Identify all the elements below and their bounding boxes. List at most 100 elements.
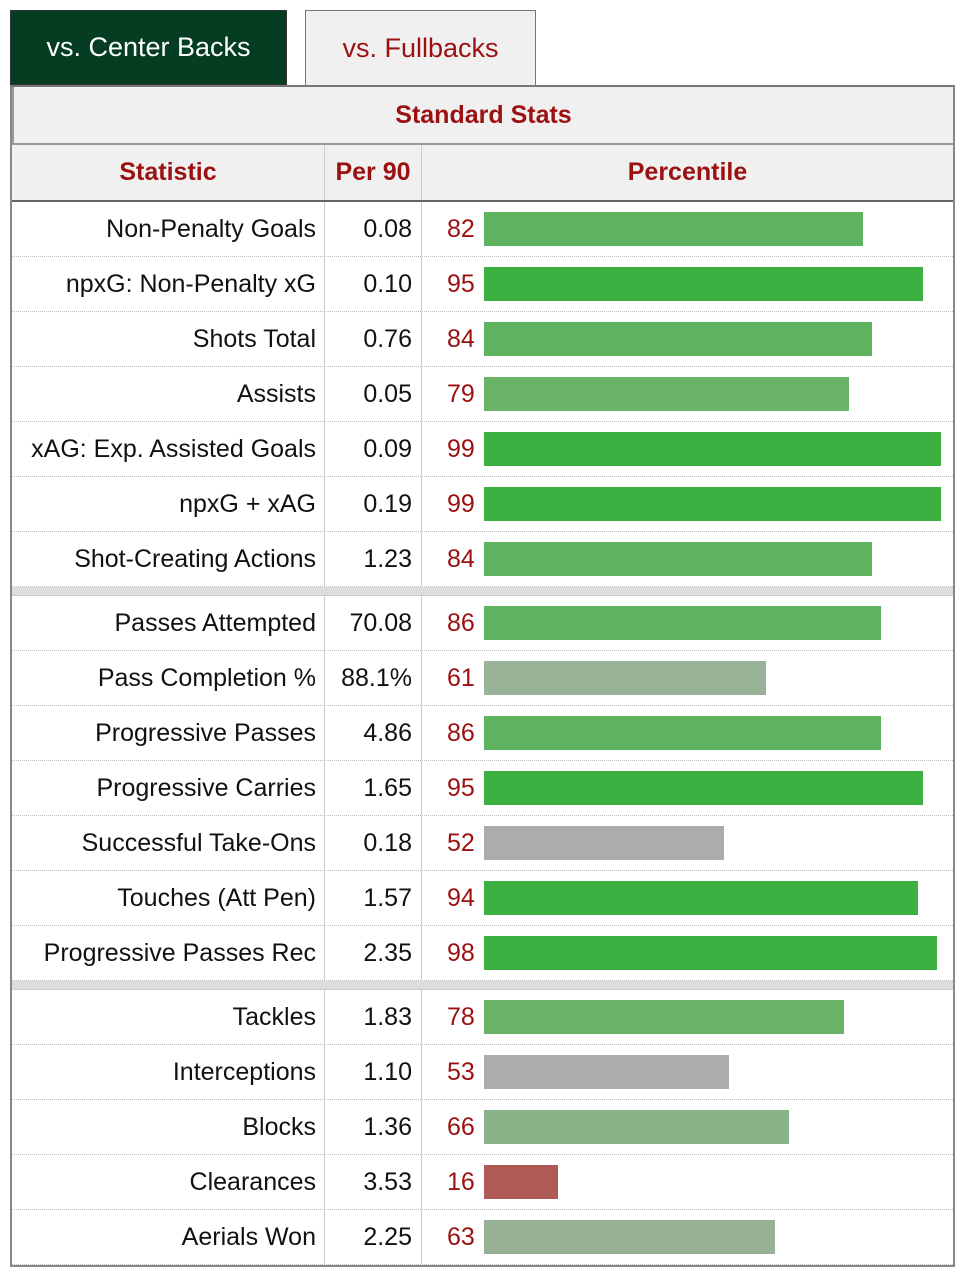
percentile-cell: 84 xyxy=(422,312,953,366)
percentile-bar xyxy=(484,542,873,576)
percentile-bar xyxy=(484,1000,845,1034)
stat-name: Tackles xyxy=(12,990,325,1044)
table-row: Aerials Won 2.25 63 xyxy=(12,1210,953,1265)
table-row: npxG: Non-Penalty xG 0.10 95 xyxy=(12,257,953,312)
stat-name: Successful Take-Ons xyxy=(12,816,325,870)
header-per90: Per 90 xyxy=(325,145,422,200)
percentile-bar xyxy=(484,771,923,805)
tab-center-backs[interactable]: vs. Center Backs xyxy=(10,10,287,85)
per90-value: 2.35 xyxy=(325,926,422,980)
per90-value: 1.83 xyxy=(325,990,422,1044)
per90-value: 70.08 xyxy=(325,596,422,650)
table-row: Blocks 1.36 66 xyxy=(12,1100,953,1155)
percentile-value: 86 xyxy=(447,608,475,637)
percentile-cell: 86 xyxy=(422,596,953,650)
percentile-value: 95 xyxy=(447,773,475,802)
table-row: Clearances 3.53 16 xyxy=(12,1155,953,1210)
group-separator xyxy=(12,981,953,990)
percentile-bar xyxy=(484,487,942,521)
per90-value: 0.09 xyxy=(325,422,422,476)
percentile-bar xyxy=(484,377,849,411)
stat-name: Non-Penalty Goals xyxy=(12,202,325,256)
table-row: Interceptions 1.10 53 xyxy=(12,1045,953,1100)
percentile-value: 53 xyxy=(447,1057,475,1086)
percentile-bar xyxy=(484,1165,558,1199)
percentile-value: 52 xyxy=(447,828,475,857)
percentile-cell: 95 xyxy=(422,257,953,311)
table-row: Passes Attempted 70.08 86 xyxy=(12,596,953,651)
percentile-cell: 53 xyxy=(422,1045,953,1099)
header-percentile: Percentile xyxy=(627,158,748,186)
percentile-value: 78 xyxy=(447,1002,475,1031)
per90-value: 1.23 xyxy=(325,532,422,586)
percentile-value: 86 xyxy=(447,718,475,747)
header-statistic: Statistic xyxy=(12,145,325,200)
per90-value: 88.1% xyxy=(325,651,422,705)
percentile-bar xyxy=(484,881,919,915)
percentile-value: 95 xyxy=(447,269,475,298)
percentile-bar xyxy=(484,267,923,301)
percentile-bar xyxy=(484,826,725,860)
stat-name: Touches (Att Pen) xyxy=(12,871,325,925)
tab-fullbacks[interactable]: vs. Fullbacks xyxy=(305,10,536,85)
table-header: Statistic Per 90 Percentile xyxy=(12,145,953,202)
table-row: Touches (Att Pen) 1.57 94 xyxy=(12,871,953,926)
stat-name: Passes Attempted xyxy=(12,596,325,650)
table-row: Progressive Passes Rec 2.35 98 xyxy=(12,926,953,981)
table-row: Shots Total 0.76 84 xyxy=(12,312,953,367)
stat-name: Progressive Carries xyxy=(12,761,325,815)
percentile-cell: 99 xyxy=(422,477,953,531)
percentile-bar xyxy=(484,606,882,640)
stat-name: Progressive Passes xyxy=(12,706,325,760)
percentile-bar xyxy=(484,1220,776,1254)
per90-value: 0.18 xyxy=(325,816,422,870)
percentile-cell: 79 xyxy=(422,367,953,421)
percentile-cell: 52 xyxy=(422,816,953,870)
per90-value: 1.65 xyxy=(325,761,422,815)
percentile-bar xyxy=(484,1110,789,1144)
per90-value: 1.57 xyxy=(325,871,422,925)
percentile-bar xyxy=(484,716,882,750)
percentile-bar xyxy=(484,212,863,246)
stat-name: Progressive Passes Rec xyxy=(12,926,325,980)
table-title: Standard Stats xyxy=(12,87,953,145)
stat-name: Pass Completion % xyxy=(12,651,325,705)
percentile-bar xyxy=(484,432,942,466)
percentile-cell: 63 xyxy=(422,1210,953,1264)
per90-value: 4.86 xyxy=(325,706,422,760)
per90-value: 0.19 xyxy=(325,477,422,531)
percentile-cell: 95 xyxy=(422,761,953,815)
stat-name: Aerials Won xyxy=(12,1210,325,1264)
per90-value: 0.10 xyxy=(325,257,422,311)
percentile-value: 84 xyxy=(447,324,475,353)
percentile-value: 16 xyxy=(447,1167,475,1196)
per90-value: 0.76 xyxy=(325,312,422,366)
group-separator xyxy=(12,587,953,596)
per90-value: 2.25 xyxy=(325,1210,422,1264)
table-row: Pass Completion % 88.1% 61 xyxy=(12,651,953,706)
percentile-value: 94 xyxy=(447,883,475,912)
percentile-bar xyxy=(484,322,873,356)
table-row: Shot-Creating Actions 1.23 84 xyxy=(12,532,953,587)
percentile-value: 99 xyxy=(447,489,475,518)
percentile-cell: 78 xyxy=(422,990,953,1044)
per90-value: 0.08 xyxy=(325,202,422,256)
percentile-cell: 66 xyxy=(422,1100,953,1154)
percentile-cell: 94 xyxy=(422,871,953,925)
table-row: npxG + xAG 0.19 99 xyxy=(12,477,953,532)
stat-name: Clearances xyxy=(12,1155,325,1209)
percentile-value: 79 xyxy=(447,379,475,408)
percentile-value: 98 xyxy=(447,938,475,967)
percentile-cell: 82 xyxy=(422,202,953,256)
percentile-value: 99 xyxy=(447,434,475,463)
stat-name: Assists xyxy=(12,367,325,421)
stat-name: Interceptions xyxy=(12,1045,325,1099)
percentile-value: 63 xyxy=(447,1222,475,1251)
per90-value: 1.10 xyxy=(325,1045,422,1099)
table-row: Tackles 1.83 78 xyxy=(12,990,953,1045)
percentile-cell: 99 xyxy=(422,422,953,476)
percentile-cell: 61 xyxy=(422,651,953,705)
table-row: xAG: Exp. Assisted Goals 0.09 99 xyxy=(12,422,953,477)
stat-name: Blocks xyxy=(12,1100,325,1154)
percentile-value: 82 xyxy=(447,214,475,243)
